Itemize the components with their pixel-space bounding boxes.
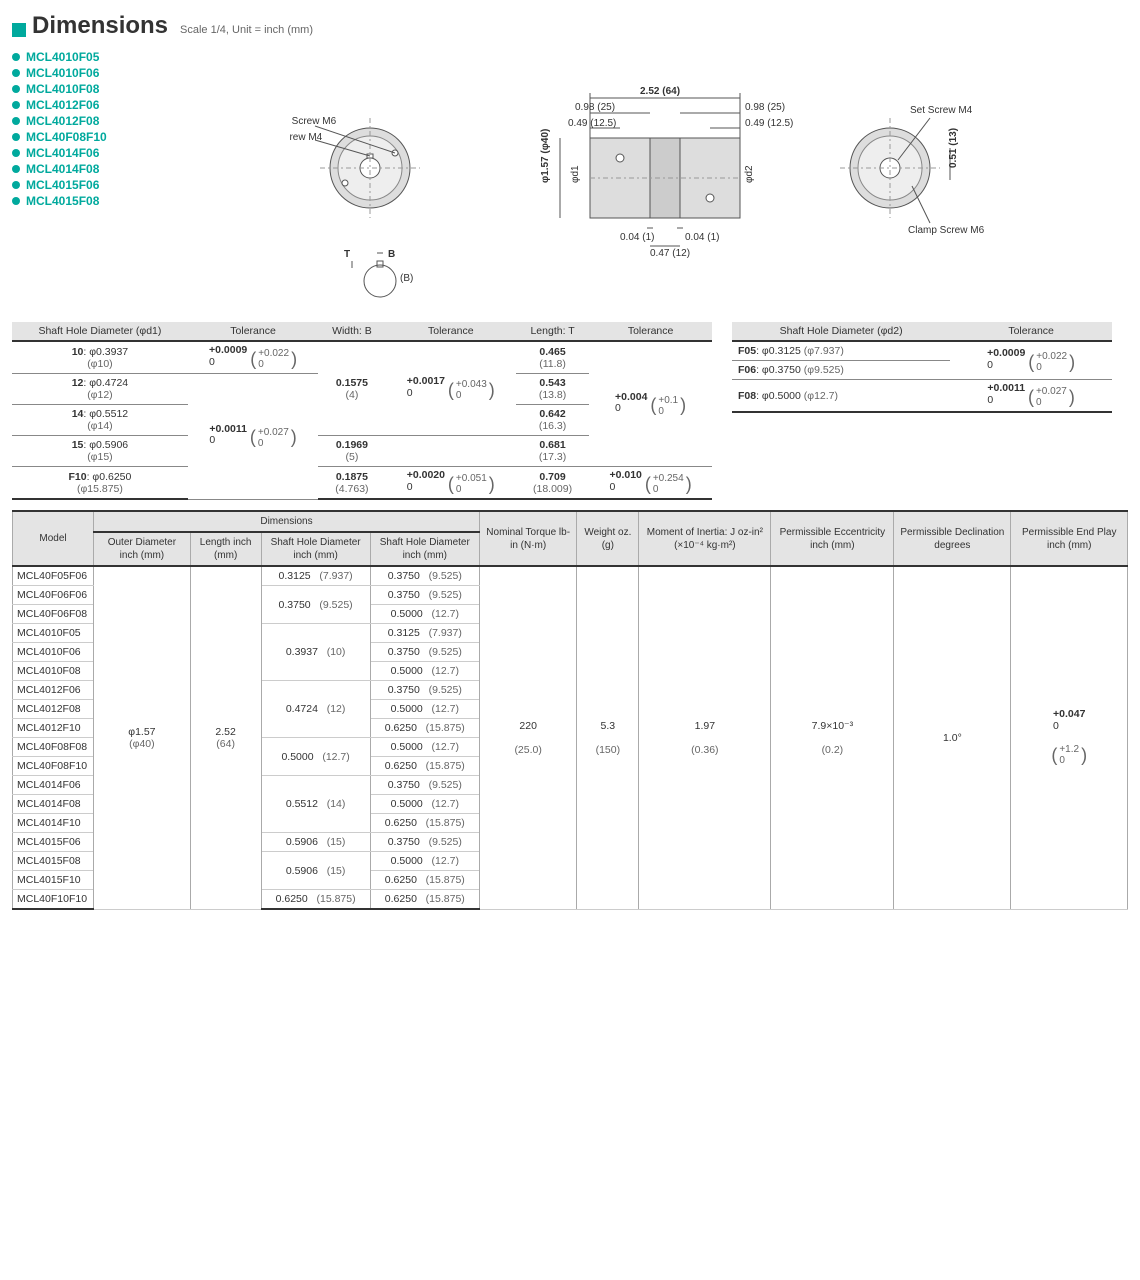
col-header: Length: T xyxy=(516,322,589,341)
svg-text:φd1: φd1 xyxy=(570,165,581,183)
col-header: Width: B xyxy=(318,322,385,341)
part-list-item: MCL4010F08 xyxy=(12,82,152,96)
part-number: MCL4012F06 xyxy=(26,98,99,112)
svg-text:2.52 (64): 2.52 (64) xyxy=(640,86,680,97)
part-number: MCL40F08F10 xyxy=(26,130,107,144)
part-number-list: MCL4010F05 MCL4010F06 MCL4010F08 MCL4012F06… xyxy=(12,48,152,308)
col-header: Shaft Hole Diameter (φd2) xyxy=(732,322,950,341)
part-list-item: MCL4012F08 xyxy=(12,114,152,128)
bullet-icon xyxy=(12,165,20,173)
part-number: MCL4010F05 xyxy=(26,50,99,64)
col-header: Tolerance xyxy=(386,322,516,341)
top-section: MCL4010F05 MCL4010F06 MCL4010F08 MCL4012F06… xyxy=(12,48,1128,308)
tolerance-table-d2: Shaft Hole Diameter (φd2)ToleranceF05: φ… xyxy=(732,322,1112,413)
svg-text:0.49 (12.5): 0.49 (12.5) xyxy=(568,118,616,129)
col-header: Shaft Hole Diameter (φd1) xyxy=(12,322,188,341)
svg-text:0.98 (25): 0.98 (25) xyxy=(745,102,785,113)
header-square-icon xyxy=(12,23,26,37)
part-number: MCL4012F08 xyxy=(26,114,99,128)
part-number: MCL4015F06 xyxy=(26,178,99,192)
tolerance-tables-row: Shaft Hole Diameter (φd1)ToleranceWidth:… xyxy=(12,322,1128,500)
part-list-item: MCL4010F06 xyxy=(12,66,152,80)
bullet-icon xyxy=(12,85,20,93)
bullet-icon xyxy=(12,69,20,77)
part-list-item: MCL4014F06 xyxy=(12,146,152,160)
part-number: MCL4015F08 xyxy=(26,194,99,208)
bullet-icon xyxy=(12,181,20,189)
svg-text:(B): (B) xyxy=(400,273,413,284)
part-list-item: MCL4015F08 xyxy=(12,194,152,208)
part-list-item: MCL4010F05 xyxy=(12,50,152,64)
part-number: MCL4014F06 xyxy=(26,146,99,160)
page-title: Dimensions xyxy=(32,12,168,40)
model-specs-table: ModelDimensionsNominal Torque lb-in (N·m… xyxy=(12,510,1128,910)
svg-text:0.49 (12.5): 0.49 (12.5) xyxy=(745,118,793,129)
svg-text:0.51 (13): 0.51 (13) xyxy=(948,128,959,168)
bullet-icon xyxy=(12,149,20,157)
svg-text:Clamp Screw M6: Clamp Screw M6 xyxy=(908,225,985,236)
bullet-icon xyxy=(12,101,20,109)
bullet-icon xyxy=(12,197,20,205)
svg-text:0.47 (12): 0.47 (12) xyxy=(650,248,690,259)
svg-text:B: B xyxy=(388,249,395,260)
part-list-item: MCL40F08F10 xyxy=(12,130,152,144)
table-row: MCL40F05F06φ1.57(φ40)2.52(64)0.3125 (7.9… xyxy=(13,566,1128,586)
svg-text:T: T xyxy=(344,249,350,260)
svg-text:0.98 (25): 0.98 (25) xyxy=(575,102,615,113)
part-list-item: MCL4014F08 xyxy=(12,162,152,176)
col-header: Tolerance xyxy=(950,322,1112,341)
scale-note: Scale 1/4, Unit = inch (mm) xyxy=(180,24,313,36)
svg-text:Clamp Screw M6: Clamp Screw M6 xyxy=(290,116,337,127)
part-number: MCL4014F08 xyxy=(26,162,99,176)
part-number: MCL4010F06 xyxy=(26,66,99,80)
col-header: Tolerance xyxy=(589,322,712,341)
svg-text:φd2: φd2 xyxy=(744,165,755,183)
svg-text:Set Screw M4: Set Screw M4 xyxy=(290,132,323,143)
tolerance-table-d1: Shaft Hole Diameter (φd1)ToleranceWidth:… xyxy=(12,322,712,500)
part-number: MCL4010F08 xyxy=(26,82,99,96)
col-header: Tolerance xyxy=(188,322,318,341)
part-list-item: MCL4015F06 xyxy=(12,178,152,192)
bullet-icon xyxy=(12,133,20,141)
svg-text:φ1.57 (φ40): φ1.57 (φ40) xyxy=(540,129,551,183)
page-header: Dimensions Scale 1/4, Unit = inch (mm) xyxy=(12,12,1128,40)
part-list-item: MCL4012F06 xyxy=(12,98,152,112)
svg-text:0.04 (1): 0.04 (1) xyxy=(685,232,719,243)
svg-text:Set Screw M4: Set Screw M4 xyxy=(910,105,973,116)
svg-text:0.04 (1): 0.04 (1) xyxy=(620,232,654,243)
bullet-icon xyxy=(12,53,20,61)
dimension-diagram: Clamp Screw M6 Set Screw M4 T B (B) xyxy=(172,48,1128,308)
bullet-icon xyxy=(12,117,20,125)
